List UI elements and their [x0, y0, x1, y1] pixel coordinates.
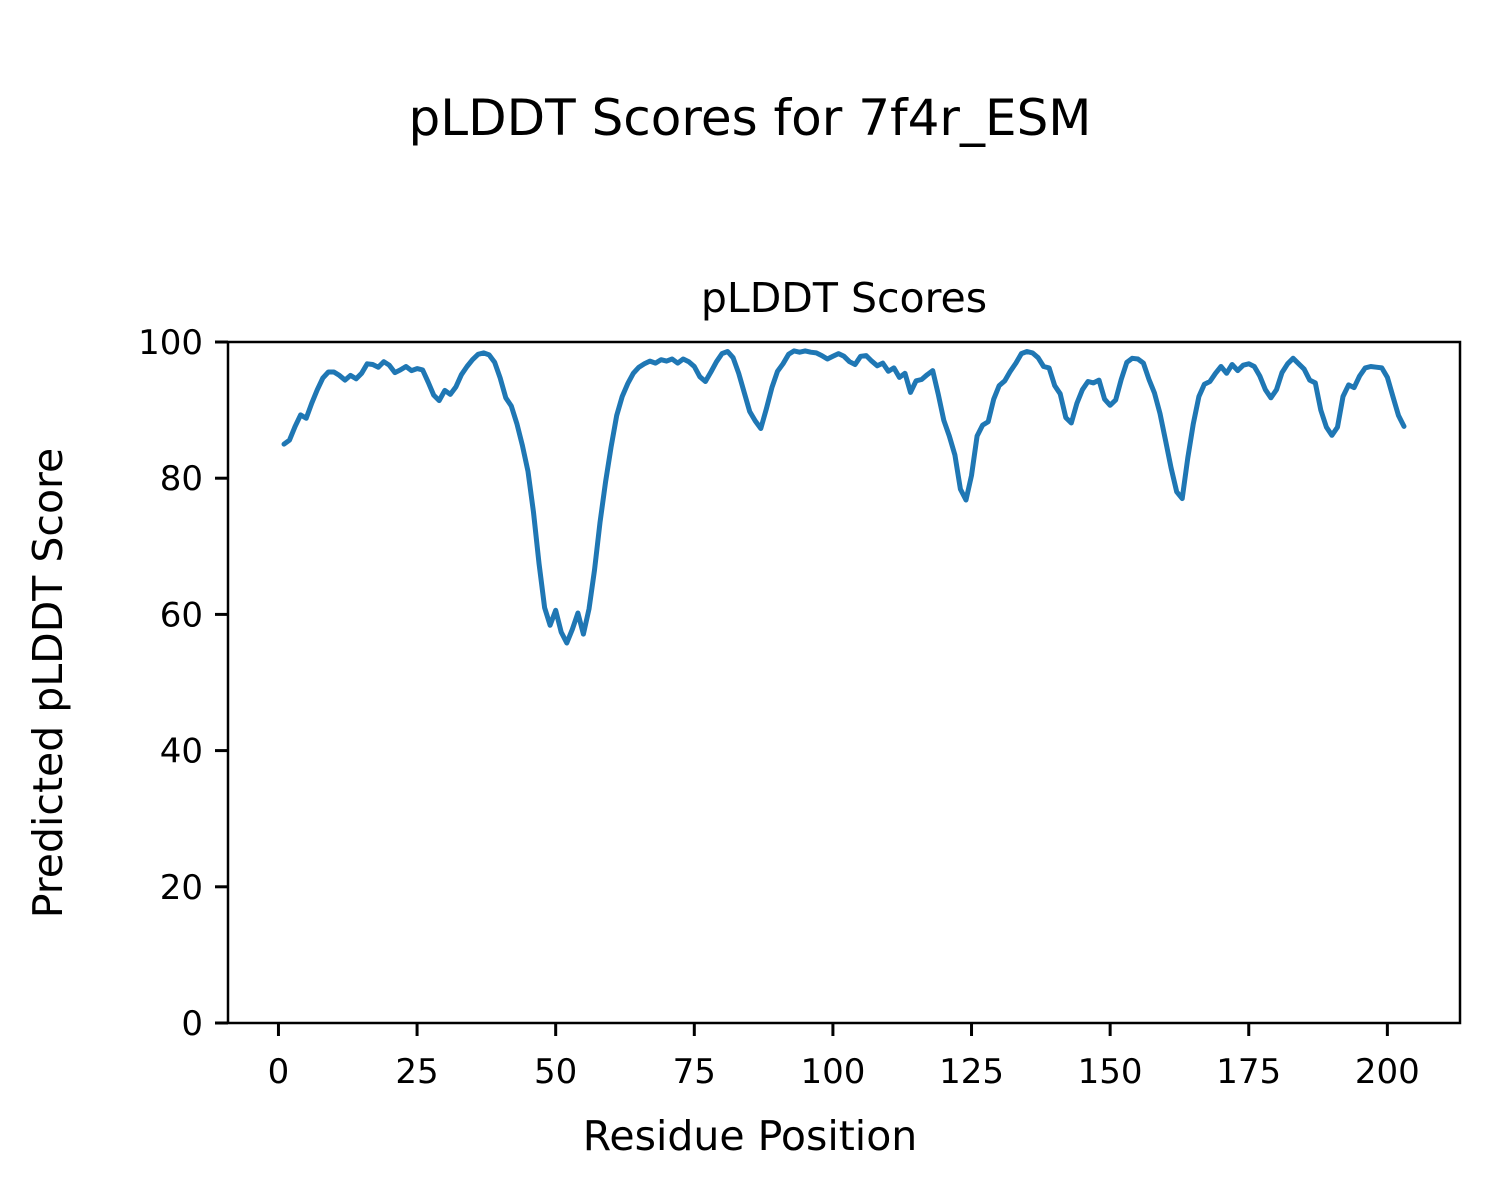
x-tick-label: 200 [1355, 1052, 1420, 1092]
x-tick-label: 100 [800, 1052, 865, 1092]
y-tick-label: 40 [160, 732, 203, 772]
plot-background [228, 342, 1460, 1023]
x-axis-label: Residue Position [583, 1112, 918, 1160]
plddt-line [281, 348, 1407, 646]
y-tick-label: 60 [160, 595, 203, 635]
x-tick-label: 125 [939, 1052, 1004, 1092]
x-tick-label: 25 [395, 1052, 438, 1092]
y-axis-label: Predicted pLDDT Score [24, 448, 72, 918]
figure-suptitle: pLDDT Scores for 7f4r_ESM [409, 89, 1092, 147]
plot-spines [226, 340, 1462, 1025]
y-tick-label: 20 [160, 868, 203, 908]
plot-area: 0 25 50 75 100 125 150 175 200 0 20 40 60 80 100 [138, 323, 1462, 1092]
x-tick-label: 50 [534, 1052, 577, 1092]
x-tick-label: 75 [673, 1052, 716, 1092]
axes-title: pLDDT Scores [701, 274, 987, 322]
y-tick-label: 0 [181, 1004, 203, 1044]
y-tick-label: 100 [138, 323, 203, 363]
x-tick-label: 0 [268, 1052, 290, 1092]
y-tick-label: 80 [160, 459, 203, 499]
x-tick-label: 150 [1078, 1052, 1143, 1092]
x-tick-label: 175 [1216, 1052, 1281, 1092]
